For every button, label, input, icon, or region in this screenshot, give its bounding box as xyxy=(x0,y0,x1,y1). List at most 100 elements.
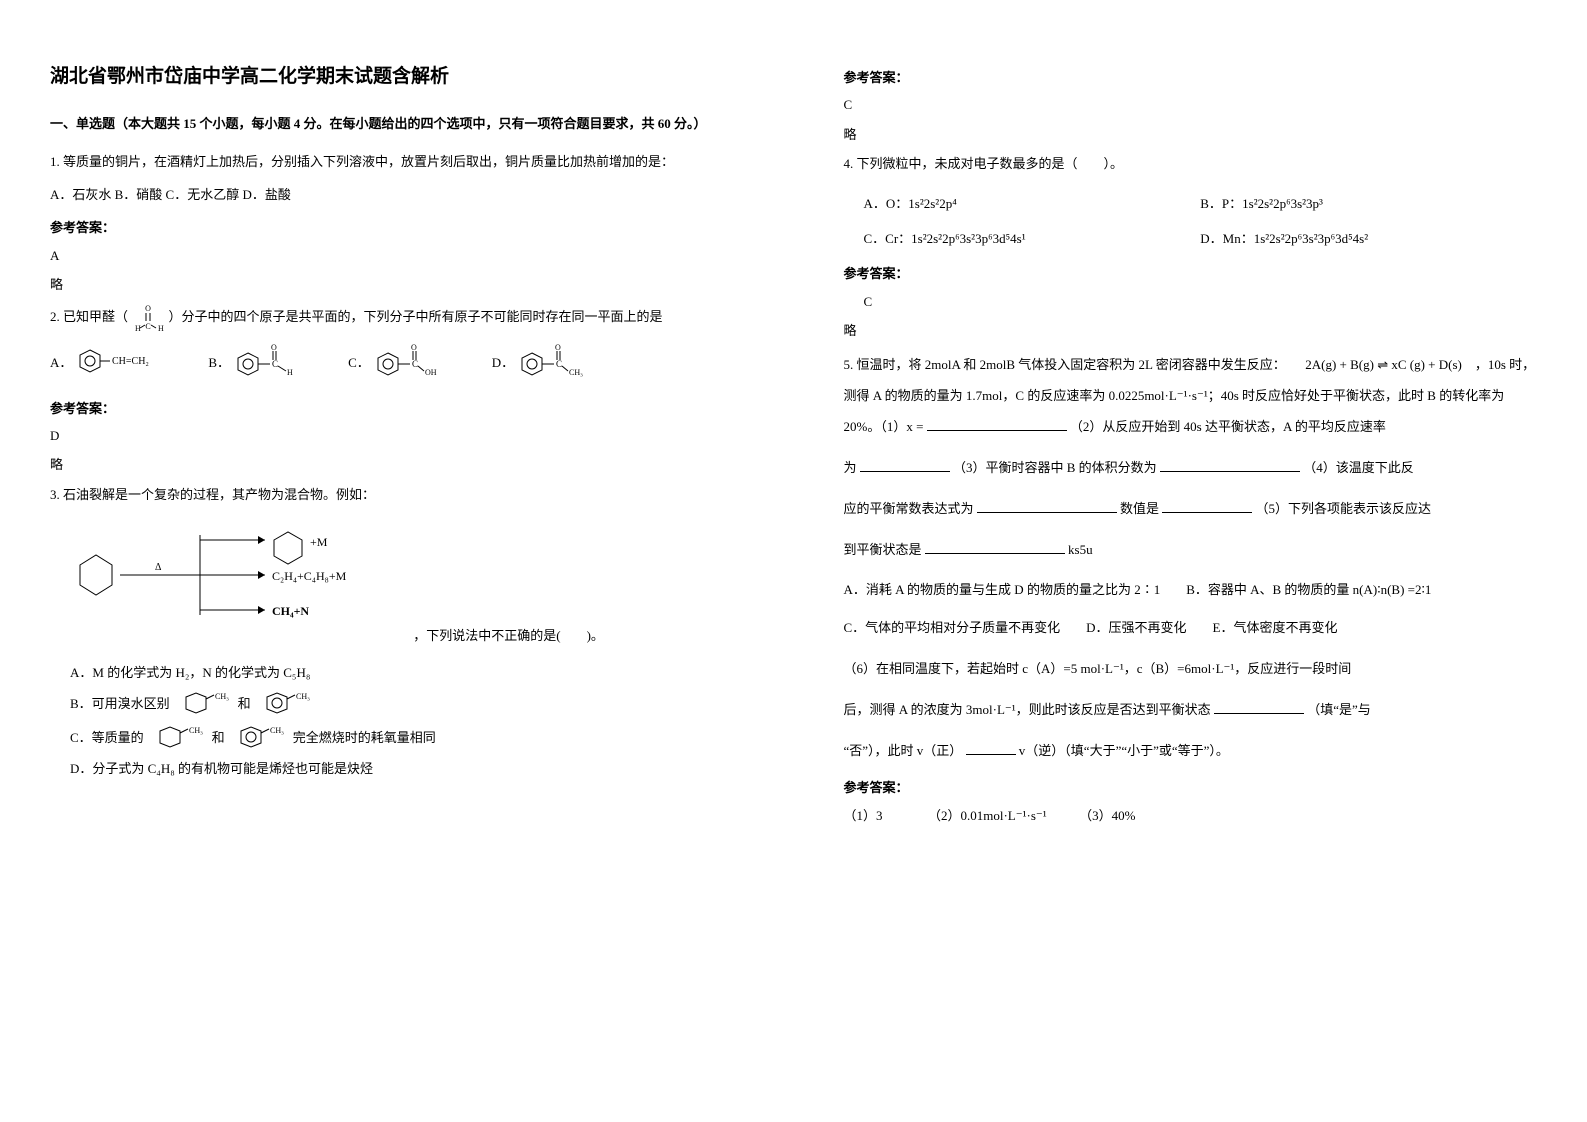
q5-opta: A．消耗 A 的物质的量与生成 D 的物质的量之比为 2∶1 B．容器中 A、B… xyxy=(844,576,1538,605)
q4-options: A．O：1s²2s²2p⁴ B．P：1s²2s²2p⁶3s²3p³ C．Cr：1… xyxy=(864,186,1538,257)
benzene-ch3-icon: CH₃ xyxy=(257,689,313,719)
blank-5 xyxy=(1162,500,1252,513)
q3-stem: 3. 石油裂解是一个复杂的过程，其产物为混合物。例如： xyxy=(50,483,744,506)
q5-p2a: 为 xyxy=(844,460,857,475)
svg-text:O: O xyxy=(411,343,417,352)
q2-ans-label: 参考答案： xyxy=(50,397,744,420)
q4-ans-label: 参考答案： xyxy=(844,262,1538,285)
q5-p1b: （2）从反应开始到 40s 达平衡状态，A 的平均反应速率 xyxy=(1070,419,1386,434)
q3-optc-tail: 完全燃烧时的耗氧量相同 xyxy=(293,726,436,749)
svg-text:C: C xyxy=(272,359,278,369)
right-column: 参考答案： C 略 4. 下列微粒中，未成对电子数最多的是（ ）。 A．O：1s… xyxy=(794,0,1587,1122)
page-title: 湖北省鄂州市岱庙中学高二化学期末试题含解析 xyxy=(50,60,744,94)
svg-text:CH=CH₂: CH=CH₂ xyxy=(112,356,149,367)
q2-opta-label: A． xyxy=(50,351,72,374)
svg-text:O: O xyxy=(555,343,561,352)
blank-3 xyxy=(1160,459,1300,472)
q1-ans-note: 略 xyxy=(50,273,744,296)
q3-optc-pre: C．等质量的 xyxy=(70,726,144,749)
q5-p2c: （4）该温度下此反 xyxy=(1303,460,1414,475)
q1-ans: A xyxy=(50,244,744,267)
cyclohexane-ch3-icon-2: CH₃ xyxy=(150,723,206,753)
acetophenone-icon: C O CH₃ xyxy=(520,343,590,383)
q5-ans: （1）3 （2）0.01mol·L⁻¹·s⁻¹ （3）40% xyxy=(844,804,1538,827)
q3-optb-pre: B．可用溴水区别 xyxy=(70,692,170,715)
q3-ans-note: 略 xyxy=(844,123,1538,146)
q2-stem: 2. 已知甲醛（ O C H H ）分子中的四个原子是共平面的，下列分子中所有原… xyxy=(50,303,744,333)
q3-optb-mid: 和 xyxy=(238,692,251,715)
svg-text:CH₄+N: CH₄+N xyxy=(272,604,309,618)
svg-text:CH₃: CH₃ xyxy=(569,368,583,377)
svg-text:CH₃: CH₃ xyxy=(296,692,310,701)
benzene-vinyl-icon: CH=CH₂ xyxy=(78,346,158,380)
q2-optd-label: D． xyxy=(492,351,514,374)
q2-opt-d: D． C O CH₃ xyxy=(492,343,590,383)
svg-text:C₂H₄+C₄H₈+M: C₂H₄+C₄H₈+M xyxy=(272,569,347,583)
q4-ans: C xyxy=(864,290,1538,313)
q5-p1: 5. 恒温时，将 2molA 和 2molB 气体投入固定容积为 2L 密闭容器… xyxy=(844,349,1538,443)
svg-text:Δ: Δ xyxy=(155,562,162,573)
q5-p6-2: “否”），此时 v（正） v（逆）（填“大于”“小于”或“等于”）。 xyxy=(844,735,1538,766)
q2-options: A． CH=CH₂ B． C O H C． xyxy=(50,343,744,383)
q3-ans: C xyxy=(844,93,1538,116)
q5-optc: C．气体的平均相对分子质量不再变化 D．压强不再变化 E．气体密度不再变化 xyxy=(844,614,1538,643)
svg-text:CH₃: CH₃ xyxy=(189,726,203,735)
q4-optb: B．P：1s²2s²2p⁶3s²3p³ xyxy=(1200,192,1537,215)
q1-options: A．石灰水 B．硝酸 C．无水乙醇 D．盐酸 xyxy=(50,183,744,206)
blank-8 xyxy=(966,742,1016,755)
q5-p6c: （填“是”与 xyxy=(1307,702,1371,717)
svg-text:H: H xyxy=(135,324,141,333)
q3-opta: A．M 的化学式为 H₂，N 的化学式为 C₅H₈ xyxy=(70,661,744,684)
svg-text:C: C xyxy=(412,359,418,369)
q5-ans-label: 参考答案： xyxy=(844,776,1538,799)
q5-p3b: 数值是 xyxy=(1120,501,1159,516)
q4-stem: 4. 下列微粒中，未成对电子数最多的是（ ）。 xyxy=(844,152,1538,175)
q2-opt-c: C． C O OH xyxy=(348,343,442,383)
cracking-diagram-icon: Δ +M C₂H₄+C₄H₈+M CH₄+N xyxy=(50,520,410,640)
svg-text:H: H xyxy=(287,368,293,377)
q3-optc-mid: 和 xyxy=(212,726,225,749)
q5-p2b: （3）平衡时容器中 B 的体积分数为 xyxy=(953,460,1157,475)
svg-text:H: H xyxy=(158,324,164,333)
cyclohexane-ch3-icon: CH₃ xyxy=(176,689,232,719)
q2-opt-a: A． CH=CH₂ xyxy=(50,346,158,380)
q2-stem-a: 2. 已知甲醛（ xyxy=(50,309,128,324)
q3-optb: B．可用溴水区别 CH₃ 和 CH₃ xyxy=(70,689,744,719)
q2-stem-b: ）分子中的四个原子是共平面的，下列分子中所有原子不可能同时存在同一平面上的是 xyxy=(169,309,663,324)
q2-optc-label: C． xyxy=(348,351,370,374)
q5-p6e: v（逆）（填“大于”“小于”或“等于”）。 xyxy=(1019,743,1229,758)
q5-p6: 后，测得 A 的浓度为 3mol·L⁻¹，则此时该反应是否达到平衡状态 （填“是… xyxy=(844,694,1538,725)
q5-p4b: ks5u xyxy=(1068,542,1093,557)
svg-text:CH₃: CH₃ xyxy=(270,726,284,735)
benzaldehyde-icon: C O H xyxy=(236,343,298,383)
q4-optd: D．Mn：1s²2s²2p⁶3s²3p⁶3d⁵4s² xyxy=(1200,227,1537,250)
q3-optd: D．分子式为 C₄H₈ 的有机物可能是烯烃也可能是炔烃 xyxy=(70,757,744,780)
q5-p2: 为 （3）平衡时容器中 B 的体积分数为 （4）该温度下此反 xyxy=(844,452,1538,483)
blank-1 xyxy=(927,418,1067,431)
q2-ans-note: 略 xyxy=(50,453,744,476)
left-column: 湖北省鄂州市岱庙中学高二化学期末试题含解析 一、单选题（本大题共 15 个小题，… xyxy=(0,0,794,1122)
q5-p4a: 到平衡状态是 xyxy=(844,542,922,557)
q3-optc: C．等质量的 CH₃ 和 CH₃ 完全燃烧时的耗氧量相同 xyxy=(70,723,744,753)
formaldehyde-icon: O C H H xyxy=(131,303,165,333)
q5-p6b: 后，测得 A 的浓度为 3mol·L⁻¹，则此时该反应是否达到平衡状态 xyxy=(844,702,1211,717)
q2-ans: D xyxy=(50,424,744,447)
q4-optc: C．Cr：1s²2s²2p⁶3s²3p⁶3d⁵4s¹ xyxy=(864,227,1201,250)
q3-stem-tail: ，下列说法中不正确的是( )。 xyxy=(413,628,604,643)
q4-ans-note: 略 xyxy=(844,319,1538,342)
blank-7 xyxy=(1214,701,1304,714)
q5-p3a: 应的平衡常数表达式为 xyxy=(844,501,974,516)
q2-optb-label: B． xyxy=(208,351,230,374)
q4-opta: A．O：1s²2s²2p⁴ xyxy=(864,192,1201,215)
q5-p4: 到平衡状态是 ks5u xyxy=(844,534,1538,565)
q1-ans-label: 参考答案： xyxy=(50,216,744,239)
blank-4 xyxy=(977,500,1117,513)
blank-2 xyxy=(860,459,950,472)
svg-text:CH₃: CH₃ xyxy=(215,692,229,701)
q3-ans-label: 参考答案： xyxy=(844,66,1538,89)
blank-6 xyxy=(925,541,1065,554)
svg-text:OH: OH xyxy=(425,368,437,377)
svg-text:O: O xyxy=(145,304,151,313)
q5-p3c: （5）下列各项能表示该反应达 xyxy=(1256,501,1432,516)
svg-text:C: C xyxy=(556,359,562,369)
